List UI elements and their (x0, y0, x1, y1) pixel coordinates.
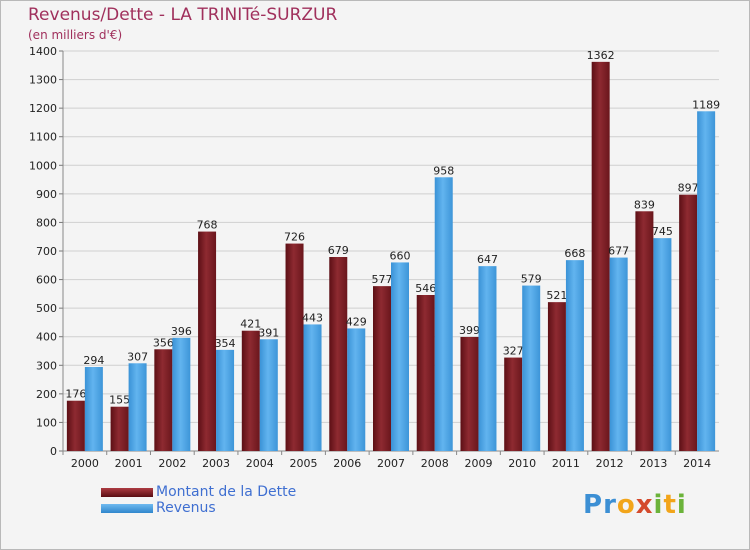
bar-revenus (259, 339, 278, 451)
x-tick-label: 2008 (421, 457, 449, 470)
bar-revenus (565, 260, 584, 451)
data-label-revenus: 660 (390, 249, 411, 262)
bar-revenus (84, 367, 103, 451)
y-tick-label: 0 (50, 445, 57, 458)
data-label-dette: 521 (546, 289, 567, 302)
bar-dette (285, 243, 304, 451)
data-label-revenus: 1189 (692, 98, 720, 111)
bar-revenus (172, 337, 191, 451)
y-tick-label: 700 (36, 245, 57, 258)
bar-dette (679, 194, 698, 451)
bar-revenus (216, 349, 235, 451)
data-label-revenus: 429 (346, 315, 367, 328)
legend-swatch-dette (101, 488, 153, 497)
x-tick-label: 2013 (639, 457, 667, 470)
y-tick-label: 600 (36, 274, 57, 287)
data-label-dette: 327 (503, 345, 524, 358)
bar-revenus (391, 262, 409, 451)
x-tick-label: 2009 (464, 457, 492, 470)
data-label-dette: 546 (415, 282, 436, 295)
data-label-revenus: 579 (521, 273, 542, 286)
y-tick-label: 800 (36, 216, 57, 229)
bar-dette (66, 400, 85, 451)
x-tick-label: 2004 (246, 457, 274, 470)
chart-subtitle: (en milliers d'€) (28, 28, 123, 42)
bar-dette (241, 330, 260, 451)
data-label-revenus: 354 (215, 337, 236, 350)
bar-revenus (609, 257, 628, 451)
data-label-dette: 839 (634, 198, 655, 211)
x-tick-label: 2011 (552, 457, 580, 470)
data-label-revenus: 294 (83, 354, 104, 367)
bar-dette (547, 302, 566, 451)
bar-dette (373, 286, 391, 451)
y-tick-label: 1300 (29, 74, 57, 87)
data-label-revenus: 668 (564, 247, 585, 260)
y-tick-label: 900 (36, 188, 57, 201)
bar-revenus (478, 266, 497, 451)
data-label-dette: 768 (197, 219, 218, 232)
data-label-revenus: 745 (652, 225, 673, 238)
y-tick-label: 1100 (29, 131, 57, 144)
data-label-dette: 679 (328, 244, 349, 257)
data-label-dette: 1362 (587, 49, 615, 62)
bar-dette (635, 211, 654, 451)
data-label-revenus: 647 (477, 253, 498, 266)
data-label-dette: 897 (678, 182, 699, 195)
bar-revenus (434, 177, 453, 452)
bar-revenus (697, 111, 716, 452)
y-tick-label: 400 (36, 331, 57, 344)
y-tick-label: 1400 (29, 45, 57, 58)
bar-revenus (347, 328, 366, 451)
y-tick-label: 500 (36, 302, 57, 315)
bar-revenus (653, 238, 672, 451)
x-tick-label: 2005 (290, 457, 318, 470)
bar-dette (110, 406, 129, 451)
proxiti-logo: Proxiti (583, 490, 687, 520)
y-tick-label: 1000 (29, 159, 57, 172)
legend-label-dette: Montant de la Dette (156, 484, 297, 500)
x-tick-label: 2006 (333, 457, 361, 470)
data-label-dette: 356 (153, 336, 174, 349)
data-label-dette: 399 (459, 324, 480, 337)
x-tick-label: 2000 (71, 457, 99, 470)
data-label-revenus: 396 (171, 325, 192, 338)
data-label-revenus: 307 (127, 350, 148, 363)
y-tick-label: 300 (36, 359, 57, 372)
chart-title: Revenus/Dette - LA TRINITé-SURZUR (28, 5, 338, 25)
bar-dette (591, 61, 610, 451)
x-tick-label: 2003 (202, 457, 230, 470)
legend-swatch-revenus (101, 504, 153, 513)
bar-revenus (128, 363, 147, 451)
x-tick-label: 2001 (115, 457, 143, 470)
bar-dette (154, 349, 173, 451)
data-label-revenus: 443 (302, 311, 323, 324)
data-label-revenus: 391 (258, 326, 279, 339)
data-label-revenus: 677 (608, 245, 629, 258)
data-label-dette: 726 (284, 231, 305, 244)
x-tick-label: 2012 (596, 457, 624, 470)
bar-dette (460, 337, 479, 451)
y-tick-label: 200 (36, 388, 57, 401)
bar-revenus (303, 324, 322, 451)
bar-dette (504, 357, 523, 451)
data-label-dette: 421 (240, 318, 261, 331)
x-tick-label: 2002 (158, 457, 186, 470)
data-label-dette: 176 (65, 388, 86, 401)
bar-dette (198, 231, 217, 451)
x-tick-label: 2014 (683, 457, 711, 470)
x-tick-label: 2010 (508, 457, 536, 470)
y-tick-label: 1200 (29, 102, 57, 115)
bar-dette (329, 257, 348, 451)
data-label-revenus: 958 (433, 164, 454, 177)
bar-revenus (522, 285, 541, 451)
data-label-dette: 577 (372, 273, 393, 286)
x-tick-label: 2007 (377, 457, 405, 470)
y-tick-label: 100 (36, 416, 57, 429)
legend-label-revenus: Revenus (156, 500, 216, 516)
data-label-dette: 155 (109, 394, 130, 407)
bar-dette (416, 295, 435, 451)
